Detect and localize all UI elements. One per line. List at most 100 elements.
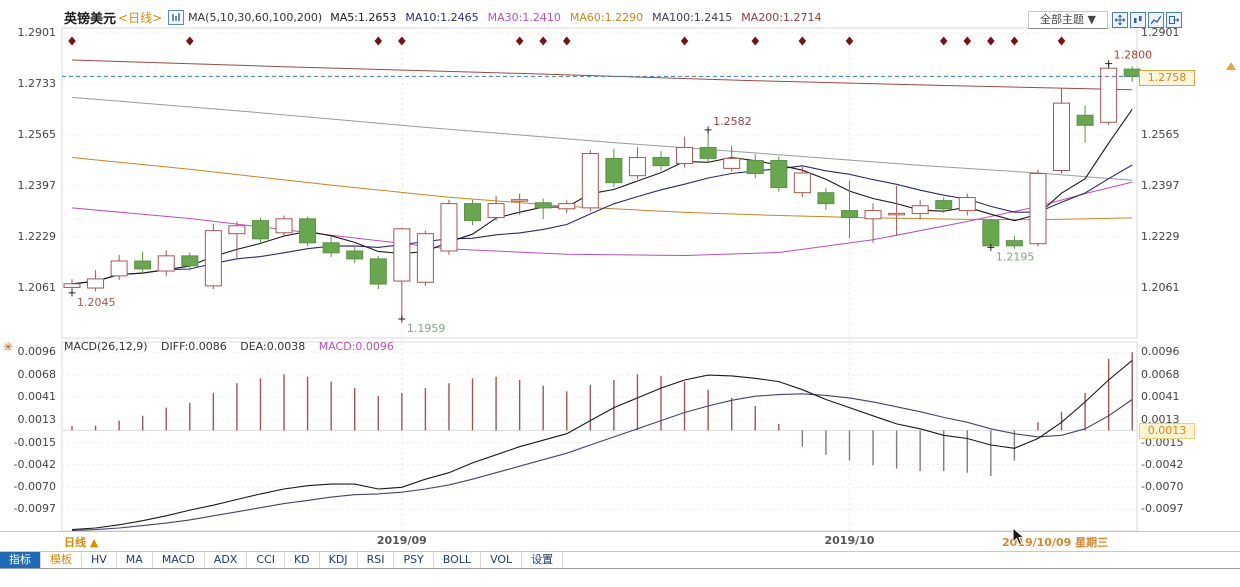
main-y-axis-label-left: 1.2565 xyxy=(17,128,57,141)
current-price-box: 1.2758 xyxy=(1139,70,1195,86)
event-diamond-icon xyxy=(562,36,571,46)
macd-y-axis-label-left: 0.0096 xyxy=(17,345,57,359)
mouse-cursor-icon xyxy=(1012,528,1026,546)
price-annotation-label: 1.1959 xyxy=(407,322,446,335)
candle xyxy=(110,260,128,277)
ma100-line xyxy=(71,96,1133,181)
event-diamond-icon xyxy=(374,36,383,46)
symbol-title: 英镑美元 xyxy=(64,11,117,27)
ma-legend-item: MA10:1.2465 xyxy=(405,10,479,24)
candle xyxy=(134,260,152,270)
candle xyxy=(346,250,364,260)
price-alert-triangle-icon xyxy=(1226,62,1236,70)
ma-legend-item: MA5:1.2653 xyxy=(330,10,397,24)
candle xyxy=(393,228,411,282)
macd-y-axis-label-left: -0.0070 xyxy=(13,480,56,494)
toolbar-tab-模板[interactable]: 模板 xyxy=(41,552,82,568)
macd-y-axis-label-right: -0.0015 xyxy=(1141,435,1184,449)
toolbar-tab-MACD[interactable]: MACD xyxy=(153,552,205,568)
candle xyxy=(864,210,882,220)
toolbar-tab-KD[interactable]: KD xyxy=(285,552,320,568)
pan-icon[interactable] xyxy=(1112,12,1128,28)
macd-y-axis-label-right: -0.0070 xyxy=(1141,480,1184,494)
candle xyxy=(605,157,623,184)
ma-legend-item: MA100:1.2415 xyxy=(652,10,733,24)
candle xyxy=(746,160,764,175)
main-y-axis-label-left: 1.2061 xyxy=(17,281,57,295)
candle xyxy=(322,242,340,254)
toolbar-tab-指标[interactable]: 指标 xyxy=(0,552,41,568)
main-y-axis-label-left: 1.2901 xyxy=(17,26,57,39)
event-diamond-icon xyxy=(1010,36,1019,46)
macd-diff-value: DIFF:0.0086 xyxy=(161,340,227,353)
event-diamond-icon xyxy=(515,36,524,46)
pane-borders xyxy=(61,27,1138,532)
main-y-axis-label-right: 1.2061 xyxy=(1141,281,1180,295)
export-icon[interactable] xyxy=(1166,12,1182,28)
price-annotation-label: 1.2800 xyxy=(1114,49,1153,62)
main-y-axis-label-right: 1.2901 xyxy=(1141,26,1180,39)
event-diamond-icon xyxy=(680,36,689,46)
toolbar-tab-MA[interactable]: MA xyxy=(117,552,153,568)
toolbar-tab-KDJ[interactable]: KDJ xyxy=(320,552,358,568)
footer-period-label[interactable]: 日线 ▲ xyxy=(64,536,99,549)
main-y-axis-label-left: 1.2733 xyxy=(17,77,57,90)
candle xyxy=(628,156,646,177)
toolbar-tab-HV[interactable]: HV xyxy=(82,552,117,568)
toolbar-tab-VOL[interactable]: VOL xyxy=(481,552,523,568)
dea-line xyxy=(71,393,1133,532)
candle xyxy=(581,153,599,209)
ma200-line xyxy=(71,59,1133,91)
candle xyxy=(699,146,717,159)
event-diamond-icon xyxy=(186,36,194,46)
candle xyxy=(1053,102,1071,172)
toolbar-tab-RSI[interactable]: RSI xyxy=(358,552,395,568)
candle xyxy=(275,218,293,234)
ma-settings-label: MA(5,10,30,60,100,200) xyxy=(188,10,323,24)
bar-chart-icon[interactable] xyxy=(1148,12,1164,28)
candle xyxy=(1100,67,1118,123)
candle xyxy=(299,218,317,244)
event-diamond-icon xyxy=(939,36,948,46)
candle xyxy=(511,199,529,202)
event-diamond-icon xyxy=(845,36,854,46)
macd-y-axis-label-left: -0.0042 xyxy=(13,457,56,471)
x-axis-date-label: 2019/09 xyxy=(376,534,427,547)
ma5-line xyxy=(71,108,1133,285)
macd-current-value-box: 0.0013 xyxy=(1139,423,1195,439)
candle xyxy=(840,210,858,219)
candle xyxy=(87,278,105,289)
toolbar-tab-设置[interactable]: 设置 xyxy=(522,552,564,568)
toolbar-tab-BOLL[interactable]: BOLL xyxy=(434,552,482,568)
ma-legend: MA5:1.2653 MA10:1.2465 MA30:1.2410 MA60:1.2… xyxy=(330,11,830,24)
event-diamond-marks xyxy=(68,36,1066,46)
candle-chart-icon[interactable] xyxy=(1130,12,1146,28)
crosshair-date-label: 2019/10/09 星期三 xyxy=(1002,536,1109,549)
macd-y-axis-label-right: 0.0068 xyxy=(1141,368,1180,382)
main-y-axis-label-right: 1.2397 xyxy=(1141,179,1180,192)
macd-pane xyxy=(62,352,1137,532)
macd-y-axis-label-right: -0.0042 xyxy=(1141,457,1184,471)
gear-icon[interactable]: ✳ xyxy=(3,340,14,354)
x-axis-date-label: 2019/10 xyxy=(824,534,875,547)
candle xyxy=(652,156,670,167)
theme-dropdown[interactable]: 全部主题 ▼ xyxy=(1028,11,1108,29)
candle xyxy=(534,202,552,209)
toolbar-tab-CCI[interactable]: CCI xyxy=(247,552,285,568)
price-annotation-label: 1.2045 xyxy=(77,296,116,309)
ma10-line xyxy=(71,164,1133,285)
toolbar-tab-ADX[interactable]: ADX xyxy=(205,552,248,568)
candle xyxy=(181,255,199,267)
ma-legend-item: MA60:1.2290 xyxy=(569,10,644,24)
diff-line xyxy=(71,359,1133,531)
toolbar-tab-PSY[interactable]: PSY xyxy=(394,552,434,568)
chart-type-icon[interactable] xyxy=(168,9,185,25)
event-diamond-icon xyxy=(539,36,547,46)
event-diamond-icon xyxy=(963,36,972,46)
macd-y-axis-label-left: 0.0041 xyxy=(17,390,57,404)
panel-divider xyxy=(0,531,1240,532)
candle xyxy=(793,172,811,194)
candle xyxy=(817,192,835,205)
